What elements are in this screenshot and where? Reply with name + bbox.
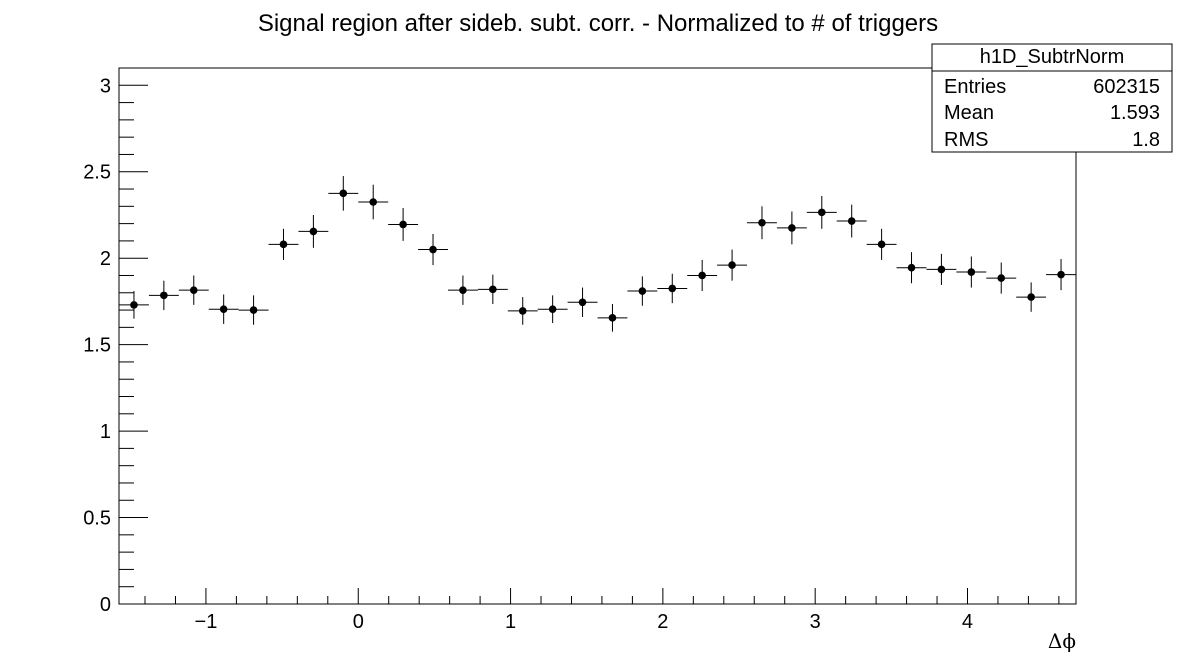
y-tick-label: 0.5 [83, 508, 111, 530]
y-axis: 0 0.5 1 1.5 2 2.5 3 [83, 67, 148, 616]
data-point [967, 268, 976, 276]
data-point [907, 263, 916, 272]
data-point [249, 306, 258, 314]
data-point [578, 298, 587, 307]
stats-box-frame [931, 43, 1173, 153]
data-point [189, 286, 198, 294]
y-tick-label: 1 [100, 421, 111, 443]
data-point [518, 307, 527, 315]
data-point [668, 284, 677, 293]
data-point [608, 314, 617, 322]
x-tick-label: −1 [195, 611, 218, 633]
plot-frame [118, 67, 1077, 605]
x-tick-label: 3 [810, 611, 821, 633]
data-point [309, 227, 318, 236]
x-tick-label: 1 [505, 611, 516, 633]
data-point [788, 224, 796, 232]
data-point [997, 274, 1006, 282]
data-point [728, 261, 736, 269]
data-point [937, 265, 946, 274]
data-point [1057, 270, 1065, 279]
data-point [877, 240, 886, 249]
data-point [459, 286, 467, 294]
y-tick-label: 0 [100, 594, 111, 616]
stats-entries-label: Entries [944, 76, 1006, 98]
y-tick-label: 1.5 [83, 335, 111, 357]
data-point [429, 245, 437, 254]
data-points [119, 176, 1076, 332]
data-point [279, 240, 288, 249]
y-tick-label: 2.5 [83, 162, 111, 184]
stats-mean-label: Mean [944, 102, 994, 124]
data-point [219, 305, 228, 314]
data-point [548, 305, 557, 314]
data-point [1027, 293, 1035, 301]
data-point [698, 271, 706, 280]
chart-title: Signal region after sideb. subt. corr. -… [258, 10, 938, 37]
stats-box: h1D_SubtrNorm Entries 602315 Mean 1.593 … [931, 43, 1173, 153]
stats-box-title: h1D_SubtrNorm [980, 46, 1125, 68]
stats-entries-value: 602315 [1093, 76, 1160, 98]
data-point [399, 220, 407, 229]
data-point [339, 189, 348, 198]
data-point [160, 291, 168, 300]
stats-mean-value: 1.593 [1110, 102, 1160, 124]
x-tick-label: 0 [353, 611, 364, 633]
data-point [638, 287, 647, 295]
x-tick-label: 2 [657, 611, 668, 633]
y-tick-label: 3 [100, 75, 111, 97]
data-point [847, 217, 856, 225]
data-point [130, 301, 138, 309]
data-point [817, 208, 826, 217]
y-tick-label: 2 [100, 248, 111, 270]
x-tick-label: 4 [962, 611, 973, 633]
x-axis: −1 0 1 2 3 4 [144, 588, 1060, 633]
data-point [758, 218, 766, 227]
data-point [369, 198, 378, 206]
stats-rms-value: 1.8 [1132, 129, 1160, 151]
x-axis-label: Δϕ [1048, 629, 1076, 653]
data-point [489, 285, 497, 294]
stats-rms-label: RMS [944, 129, 988, 151]
